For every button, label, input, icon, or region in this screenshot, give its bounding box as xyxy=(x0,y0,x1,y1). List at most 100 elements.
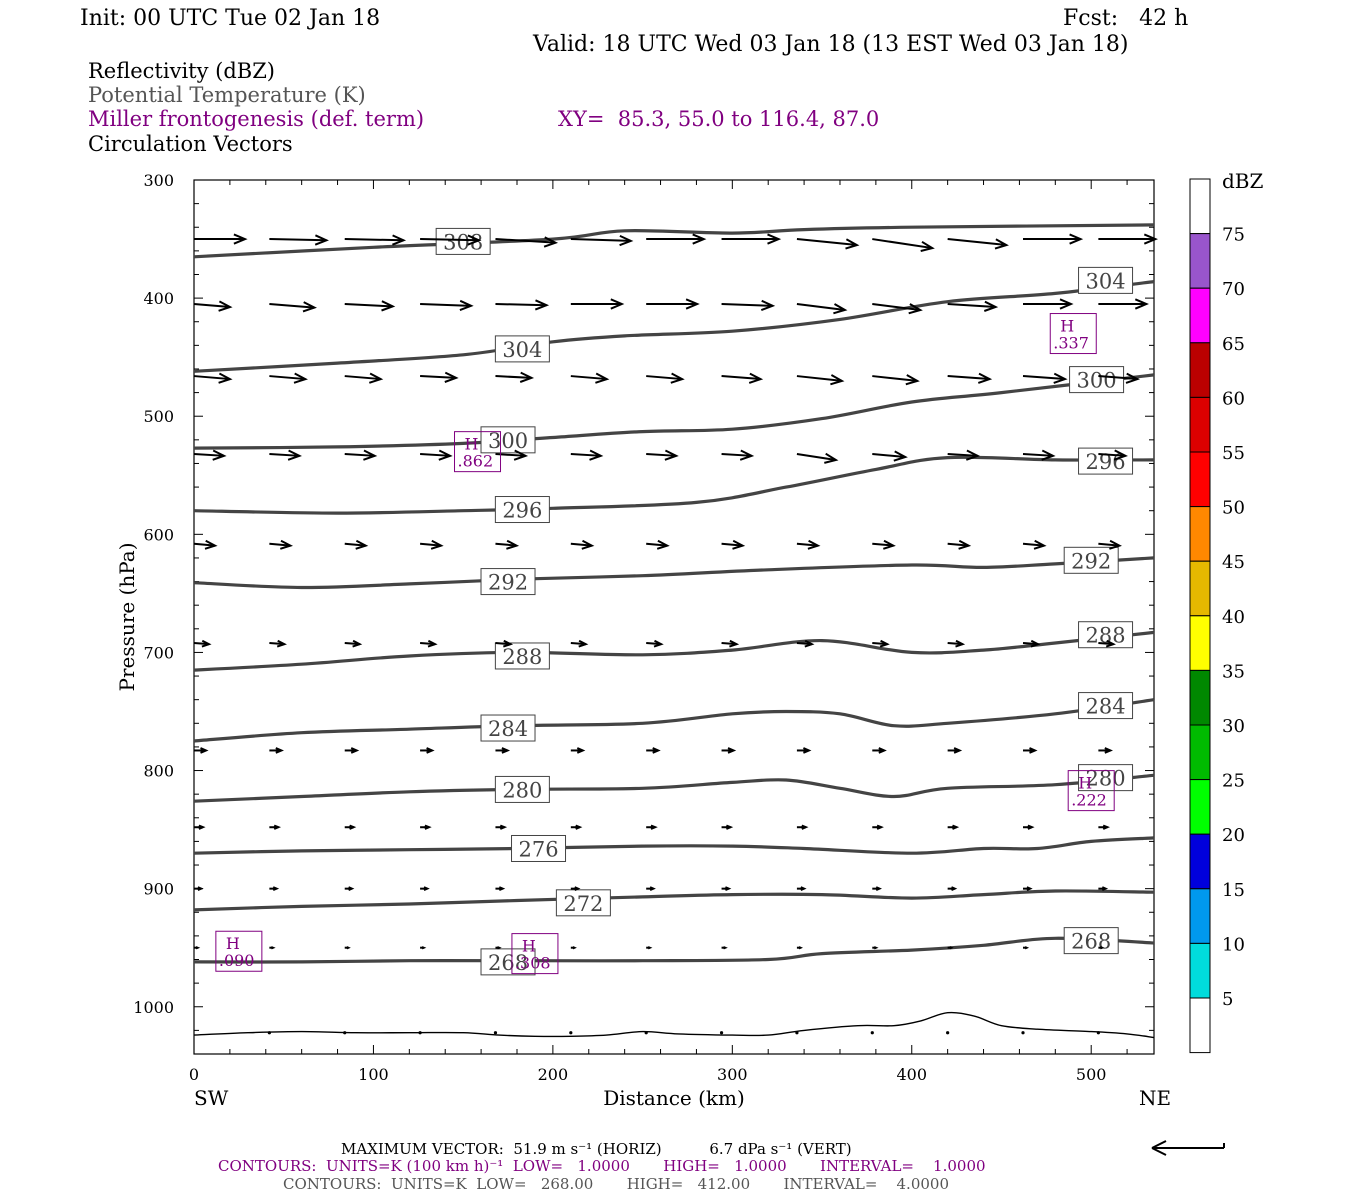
colorbar-label: 50 xyxy=(1222,498,1245,519)
contour-label-box xyxy=(435,227,491,255)
circulation-vector xyxy=(344,886,355,892)
circulation-vector xyxy=(194,946,201,950)
theta-contour-272: 272 xyxy=(193,889,1155,917)
theta-contour-line xyxy=(193,936,1155,964)
circulation-vector xyxy=(646,233,707,245)
circulation-vector xyxy=(721,449,755,461)
colorbar-label: 25 xyxy=(1222,771,1245,792)
theta-contour-268: 268 268 xyxy=(193,927,1155,976)
contour-label-box xyxy=(1078,764,1134,792)
circulation-vector xyxy=(721,233,782,245)
circulation-vector xyxy=(872,946,879,950)
circulation-vector xyxy=(267,1031,271,1035)
colorbar-bin xyxy=(1189,560,1211,617)
circulation-vector xyxy=(344,234,407,246)
circulation-vector xyxy=(795,1031,799,1035)
theta-contour-284: 284 284 xyxy=(193,692,1155,743)
terrain-path xyxy=(193,1011,1155,1039)
title-frontogenesis: Miller frontogenesis (def. term) xyxy=(88,107,424,131)
theta-contour-line xyxy=(193,836,1155,855)
colorbar-label: 55 xyxy=(1222,443,1245,464)
contour-label: 308 xyxy=(443,230,483,254)
colorbar-label: 70 xyxy=(1222,279,1245,300)
theta-contour-276: 276 xyxy=(193,834,1155,862)
contour-label-box xyxy=(494,496,550,524)
x-tick-labels: 0 100 200 300 400 500 xyxy=(189,1065,1107,1084)
high-value: .090 xyxy=(219,951,255,970)
theta-contour-line xyxy=(193,455,1155,515)
circulation-vector xyxy=(870,1031,874,1035)
contour-label: 272 xyxy=(563,892,603,916)
circulation-vector xyxy=(796,303,848,315)
terrain-line xyxy=(193,1011,1155,1039)
circulation-vector xyxy=(796,639,815,648)
y-tick-label: 800 xyxy=(143,762,174,781)
contour-label-box xyxy=(480,714,536,742)
circulation-vector xyxy=(646,946,653,950)
colorbar-label: 40 xyxy=(1222,607,1245,628)
circulation-vector xyxy=(1098,539,1122,550)
circulation-vector xyxy=(420,747,435,754)
circulation-vector xyxy=(1023,747,1038,754)
high-letter: H xyxy=(465,435,479,454)
axis-ticks xyxy=(193,179,1154,1055)
circulation-vector xyxy=(269,449,302,461)
circulation-vectors xyxy=(193,233,1158,1035)
plot-frame xyxy=(193,179,1155,1055)
circulation-vector xyxy=(721,639,740,648)
colorbar-bin xyxy=(1189,451,1211,508)
circulation-vector xyxy=(1023,298,1074,310)
contour-label: 300 xyxy=(488,429,528,453)
circulation-vector xyxy=(1023,886,1033,892)
circulation-vector xyxy=(495,946,502,950)
circulation-vector xyxy=(646,449,679,461)
colorbar-label: 5 xyxy=(1222,989,1233,1010)
circulation-vector xyxy=(644,1031,648,1035)
circulation-vector xyxy=(570,946,577,950)
circulation-vector xyxy=(872,886,882,892)
theta-contour-300: 300 300 xyxy=(193,366,1155,454)
circulation-vector xyxy=(1023,233,1084,245)
high-letter: H xyxy=(1078,774,1092,793)
colorbar-bin xyxy=(1189,997,1211,1054)
contour-label: 268 xyxy=(488,951,528,975)
contour-label: 292 xyxy=(488,571,528,595)
circulation-vector xyxy=(495,539,520,550)
contour-label-box xyxy=(1063,927,1119,955)
circulation-vector xyxy=(570,298,625,310)
circulation-vector xyxy=(1098,639,1116,648)
circulation-vector xyxy=(1098,233,1158,245)
circulation-vector xyxy=(344,372,384,384)
max-vector-info: MAXIMUM VECTOR: 51.9 m s⁻¹ (HORIZ) 6.7 d… xyxy=(341,1140,852,1158)
x-tick-label: 0 xyxy=(189,1065,199,1084)
circulation-vector xyxy=(872,824,884,830)
title-reflectivity: Reflectivity (dBZ) xyxy=(88,59,275,83)
colorbar-label: 30 xyxy=(1222,716,1245,737)
contours-frontogenesis-info: CONTOURS: UNITS=K (100 km h)⁻¹ LOW= 1.00… xyxy=(218,1157,986,1175)
contour-label-box xyxy=(494,775,550,803)
circulation-vector xyxy=(719,1031,724,1035)
contour-label-box xyxy=(1063,546,1119,574)
circulation-vector xyxy=(796,452,839,464)
circulation-vector xyxy=(495,236,559,248)
theta-contour-292: 292 292 xyxy=(193,546,1155,596)
circulation-vector xyxy=(1023,824,1035,830)
circulation-vector xyxy=(570,639,589,648)
frontogenesis-high: H.308 xyxy=(511,933,559,975)
colorbar-label: 20 xyxy=(1222,825,1245,846)
circulation-vector xyxy=(420,886,430,892)
circulation-vector xyxy=(947,449,981,461)
circulation-vector xyxy=(796,539,821,550)
circulation-vector xyxy=(194,233,248,245)
circulation-vector xyxy=(570,886,581,892)
circulation-vector xyxy=(193,639,212,648)
circulation-vector xyxy=(721,886,732,892)
high-box xyxy=(454,431,502,473)
x-tick-label: 300 xyxy=(717,1065,748,1084)
circulation-vector xyxy=(420,946,427,950)
circulation-vector xyxy=(269,747,284,754)
colorbar-bin xyxy=(1189,287,1211,344)
circulation-vector xyxy=(872,747,887,754)
forecast-hour: Fcst: 42 h xyxy=(1063,6,1188,31)
